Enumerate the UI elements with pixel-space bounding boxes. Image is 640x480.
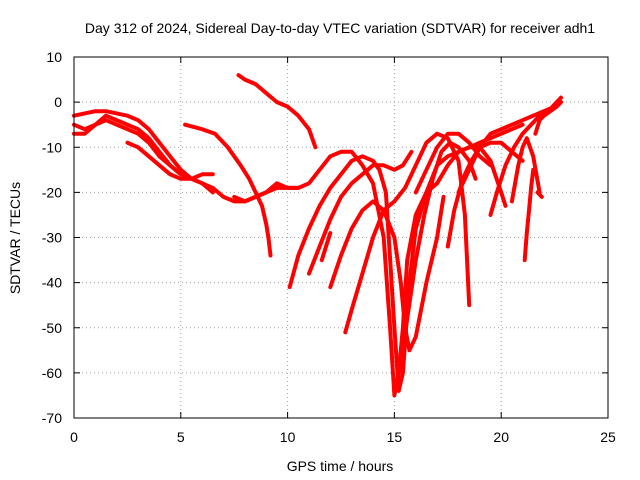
series-track-8 <box>287 122 525 393</box>
axis-ticks: 0 5 10 15 20 25 10 0 -10 -20 -30 -40 -50 -60 -70 <box>42 49 616 445</box>
x-tick-label: 10 <box>280 429 296 445</box>
series-track-6 <box>236 73 318 150</box>
data-series <box>72 73 563 398</box>
y-tick-label: -20 <box>42 184 62 200</box>
x-tick-label: 25 <box>600 429 616 445</box>
series-track-1 <box>72 109 215 181</box>
x-tick-label: 0 <box>70 429 78 445</box>
series-track-19 <box>522 167 536 263</box>
series-track-3 <box>72 118 194 181</box>
y-tick-label: -30 <box>42 230 62 246</box>
y-tick-label: -60 <box>42 365 62 381</box>
series-track-2 <box>72 113 301 204</box>
x-tick-label: 5 <box>177 429 185 445</box>
series-track-5 <box>183 122 273 258</box>
series-track-4 <box>125 140 215 195</box>
series-track-11 <box>328 194 446 353</box>
series-track-9 <box>307 149 414 276</box>
x-tick-label: 20 <box>493 429 509 445</box>
y-tick-label: 0 <box>54 94 62 110</box>
series-track-13 <box>392 140 478 393</box>
x-axis-label: GPS time / hours <box>287 458 394 474</box>
series-track-10 <box>319 231 333 263</box>
y-tick-label: -40 <box>42 275 62 291</box>
y-tick-label: -50 <box>42 320 62 336</box>
series-track-7 <box>232 145 508 398</box>
x-tick-label: 15 <box>387 429 403 445</box>
series-track-20 <box>533 100 563 136</box>
y-tick-label: 10 <box>46 49 62 65</box>
series-track-21 <box>535 190 544 199</box>
y-tick-label: -10 <box>42 139 62 155</box>
series-track-17 <box>488 95 563 217</box>
y-tick-label: -70 <box>42 410 62 426</box>
series-track-18 <box>509 136 542 204</box>
chart-title: Day 312 of 2024, Sidereal Day-to-day VTE… <box>85 20 595 36</box>
series-track-12 <box>343 131 472 335</box>
y-axis-label: SDTVAR / TECUs <box>7 182 23 294</box>
